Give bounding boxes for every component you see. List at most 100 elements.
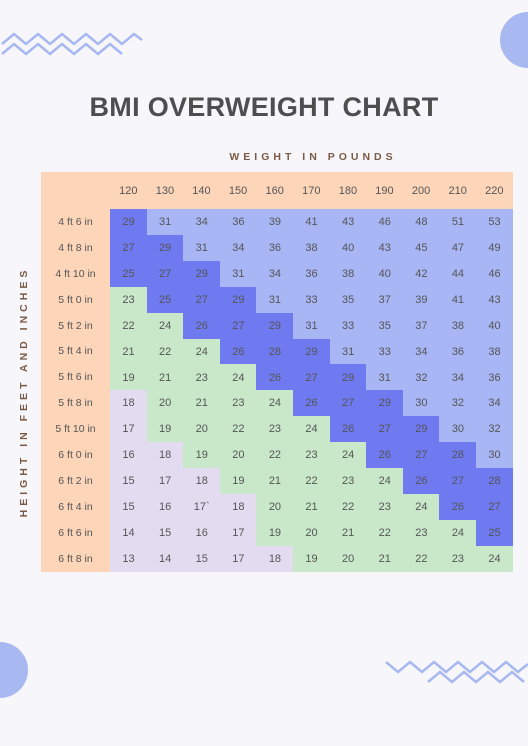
weight-header: 190 <box>375 184 394 197</box>
bmi-cell: 20 <box>256 493 294 521</box>
height-label: 4 ft 8 in <box>58 241 93 254</box>
bmi-cell: 24 <box>183 338 221 365</box>
bmi-cell: 22 <box>366 519 404 547</box>
bmi-cell: 41 <box>293 209 331 236</box>
bmi-cell: 34 <box>439 364 477 391</box>
bmi-cell: 29 <box>256 312 294 339</box>
bmi-cell: 38 <box>329 260 367 288</box>
bmi-cell: 24 <box>146 312 184 339</box>
bmi-cell: 27 <box>439 468 477 495</box>
bmi-cell: 36 <box>476 364 514 391</box>
bmi-cell: 23 <box>219 390 257 417</box>
bmi-cell: 21 <box>183 390 221 417</box>
height-label: 5 ft 8 in <box>58 397 93 410</box>
bmi-cell: 20 <box>146 390 184 417</box>
bmi-cell: 24 <box>219 364 257 391</box>
circle-top-right-decoration <box>500 12 528 68</box>
bmi-cell: 14 <box>110 519 148 547</box>
height-label: 5 ft 2 in <box>58 319 93 332</box>
bmi-cell: 25 <box>146 286 184 314</box>
bmi-cell: 40 <box>476 312 514 339</box>
bmi-cell: 18 <box>256 545 294 573</box>
bmi-cell: 38 <box>439 312 477 339</box>
bmi-cell: 53 <box>476 209 514 236</box>
height-label: 6 ft 4 in <box>58 500 93 513</box>
bmi-cell: 42 <box>402 260 440 288</box>
bmi-cell: 21 <box>110 338 148 365</box>
bmi-cell: 27 <box>146 260 184 288</box>
bmi-cell: 40 <box>366 260 404 288</box>
weight-header: 220 <box>485 184 504 197</box>
bmi-cell: 23 <box>439 545 477 573</box>
bmi-cell: 21 <box>366 545 404 573</box>
bmi-cell: 24 <box>329 442 367 469</box>
bmi-cell: 16 <box>183 519 221 547</box>
height-column-band <box>41 209 110 572</box>
bmi-cell: 31 <box>183 234 221 262</box>
weight-header: 120 <box>119 184 138 197</box>
bmi-cell: 21 <box>293 493 331 521</box>
bmi-cell: 27 <box>402 442 440 469</box>
weight-header: 200 <box>411 184 431 197</box>
height-label: 5 ft 4 in <box>58 345 93 358</box>
bmi-cell: 36 <box>219 209 257 236</box>
bmi-cell: 24 <box>402 493 440 521</box>
bmi-cell: 36 <box>256 234 294 262</box>
bmi-table: 120 130 140 150 160 170 180 190 200 210 220 4 ft 6 … <box>41 172 516 591</box>
page-title: BMI OVERWEIGHT CHART <box>89 92 439 122</box>
bmi-cell: 19 <box>219 468 257 495</box>
bmi-cell: 23 <box>183 364 221 391</box>
bmi-cell: 17 <box>219 519 257 547</box>
weight-header: 150 <box>228 184 248 197</box>
bmi-cell: 23 <box>293 442 331 469</box>
bmi-cell: 17 <box>110 416 148 443</box>
bmi-cell: 21 <box>329 519 367 547</box>
bmi-cell: 22 <box>256 442 294 469</box>
bmi-cell: 39 <box>256 209 294 236</box>
bmi-cell: 34 <box>402 338 440 365</box>
bmi-cell: 37 <box>366 286 404 314</box>
bmi-cell: 34 <box>183 209 221 236</box>
bmi-cell: 34 <box>219 234 257 262</box>
weight-header: 170 <box>302 184 321 197</box>
bmi-cell: 43 <box>476 286 514 314</box>
bmi-cell: 29 <box>366 390 404 417</box>
bmi-cell: 48 <box>402 209 440 236</box>
bmi-cell: 23 <box>256 416 294 443</box>
bmi-cell: 39 <box>402 286 440 314</box>
bmi-cell: 16 <box>146 493 184 521</box>
bmi-cell: 15 <box>110 493 148 521</box>
bmi-cell: 41 <box>439 286 477 314</box>
bmi-cell: 36 <box>293 260 331 288</box>
bmi-cell: 25 <box>110 260 148 288</box>
bmi-cell: 31 <box>366 364 404 391</box>
height-label: 6 ft 6 in <box>58 526 93 539</box>
bmi-cell: 22 <box>146 338 184 365</box>
bmi-cell: 43 <box>329 209 367 236</box>
bmi-cell: 26 <box>366 442 404 469</box>
weight-header: 180 <box>338 184 358 197</box>
zigzag-top-left-decoration <box>1 32 143 56</box>
bmi-cell: 29 <box>402 416 440 443</box>
bmi-cell: 36 <box>439 338 477 365</box>
bmi-cell: 47 <box>439 234 477 262</box>
bmi-cell: 33 <box>293 286 331 314</box>
bmi-cell: 28 <box>256 338 294 365</box>
bmi-cell: 32 <box>402 364 440 391</box>
bmi-cell: 37 <box>402 312 440 339</box>
circle-bottom-left-decoration <box>0 642 28 698</box>
bmi-cell: 15 <box>183 545 221 573</box>
bmi-cell: 31 <box>146 209 184 236</box>
bmi-cell: 26 <box>439 493 477 521</box>
bmi-cell: 19 <box>110 364 148 391</box>
bmi-cell: 25 <box>476 519 514 547</box>
bmi-cell: 23 <box>366 493 404 521</box>
bmi-cell: 22 <box>402 545 440 573</box>
bmi-cell: 29 <box>329 364 367 391</box>
bmi-cell: 31 <box>329 338 367 365</box>
bmi-cell: 26 <box>256 364 294 391</box>
bmi-cell: 18 <box>146 442 184 469</box>
bmi-cell: 28 <box>476 468 514 495</box>
bmi-cell: 35 <box>329 286 367 314</box>
bmi-cell: 34 <box>256 260 294 288</box>
